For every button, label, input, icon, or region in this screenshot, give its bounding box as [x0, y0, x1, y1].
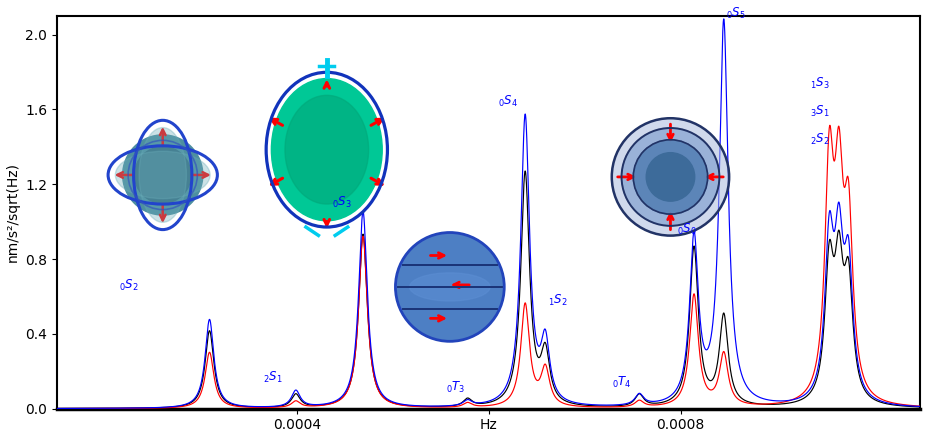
Text: $_{3}S_{1}$: $_{3}S_{1}$	[810, 104, 830, 119]
Y-axis label: nm/s²/sqrt(Hz): nm/s²/sqrt(Hz)	[6, 162, 19, 262]
Text: $_{1}S_{3}$: $_{1}S_{3}$	[810, 76, 830, 91]
Text: $_{0}T_{4}$: $_{0}T_{4}$	[611, 375, 632, 390]
Text: $_{0}S_{3}$: $_{0}S_{3}$	[332, 195, 352, 210]
Text: $_{0}S_{4}$: $_{0}S_{4}$	[498, 94, 519, 110]
Text: $_{2}S_{2}$: $_{2}S_{2}$	[810, 132, 830, 147]
Text: $_{0}T_{3}$: $_{0}T_{3}$	[445, 380, 465, 395]
Text: $_{0}S_{5}$: $_{0}S_{5}$	[726, 6, 745, 21]
Text: $_{0}S_{0}$: $_{0}S_{0}$	[677, 222, 696, 237]
Text: $_{0}S_{2}$: $_{0}S_{2}$	[119, 278, 139, 293]
Text: $_{2}S_{1}$: $_{2}S_{1}$	[263, 370, 282, 385]
Text: $_{1}S_{2}$: $_{1}S_{2}$	[548, 293, 568, 307]
